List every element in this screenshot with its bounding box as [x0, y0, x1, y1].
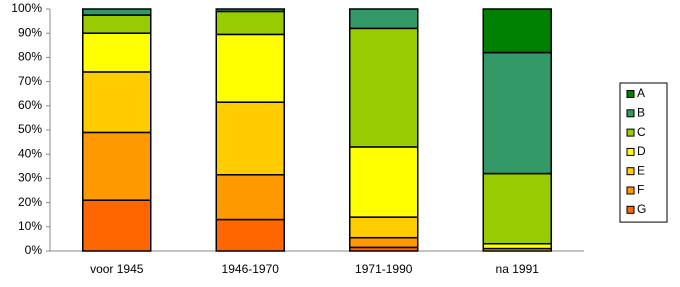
legend-swatch: [626, 128, 635, 137]
legend-swatch: [626, 109, 635, 118]
legend-label: A: [637, 86, 645, 100]
bar-segment: [215, 8, 285, 13]
bar-segment: [215, 174, 285, 221]
legend-box: [619, 82, 668, 223]
y-tick-label: 100%: [11, 1, 42, 15]
legend-label: E: [637, 163, 645, 177]
y-tick-label: 80%: [18, 50, 42, 64]
bar-segment: [349, 216, 419, 239]
legend-swatch: [626, 90, 635, 98]
legend-label: C: [637, 125, 646, 139]
x-tick-label: 1971-1990: [355, 262, 413, 276]
y-tick-label: 90%: [18, 25, 42, 39]
bar-segment: [215, 10, 285, 36]
legend-swatch: [626, 205, 635, 214]
bar-segment: [349, 27, 419, 148]
bar-segment: [349, 146, 419, 218]
bar-segment: [215, 101, 285, 176]
y-tick-label: 20%: [18, 195, 42, 209]
legend-swatch: [626, 186, 635, 195]
bar-segment: [482, 51, 552, 175]
bar-segment: [349, 236, 419, 249]
bar-segment: [349, 8, 419, 30]
y-tick-label: 0%: [25, 243, 43, 257]
y-tick-label: 30%: [18, 171, 42, 185]
x-tick-label: 1946-1970: [222, 262, 280, 276]
y-tick-label: 50%: [18, 122, 42, 136]
legend-label: F: [637, 183, 644, 197]
legend-label: D: [637, 144, 646, 158]
y-tick-label: 10%: [18, 219, 42, 233]
bar-segment: [482, 172, 552, 245]
bar-segment: [82, 199, 152, 252]
bar-segment: [82, 32, 152, 73]
x-tick-label: na 1991: [496, 262, 540, 276]
y-tick-label: 40%: [18, 146, 42, 160]
bar-segment: [215, 33, 285, 103]
bar-segment: [482, 8, 552, 54]
legend-label: B: [637, 105, 645, 119]
y-tick-label: 60%: [18, 98, 42, 112]
bar-segment: [82, 8, 152, 16]
bar-segment: [82, 71, 152, 134]
bar-segment: [215, 218, 285, 252]
x-tick-label: voor 1945: [90, 262, 144, 276]
y-tick-label: 70%: [18, 74, 42, 88]
legend-swatch: [626, 147, 635, 156]
bar-segment: [82, 131, 152, 201]
legend-label: G: [637, 202, 646, 216]
bar-segment: [82, 14, 152, 34]
legend-swatch: [626, 167, 635, 176]
